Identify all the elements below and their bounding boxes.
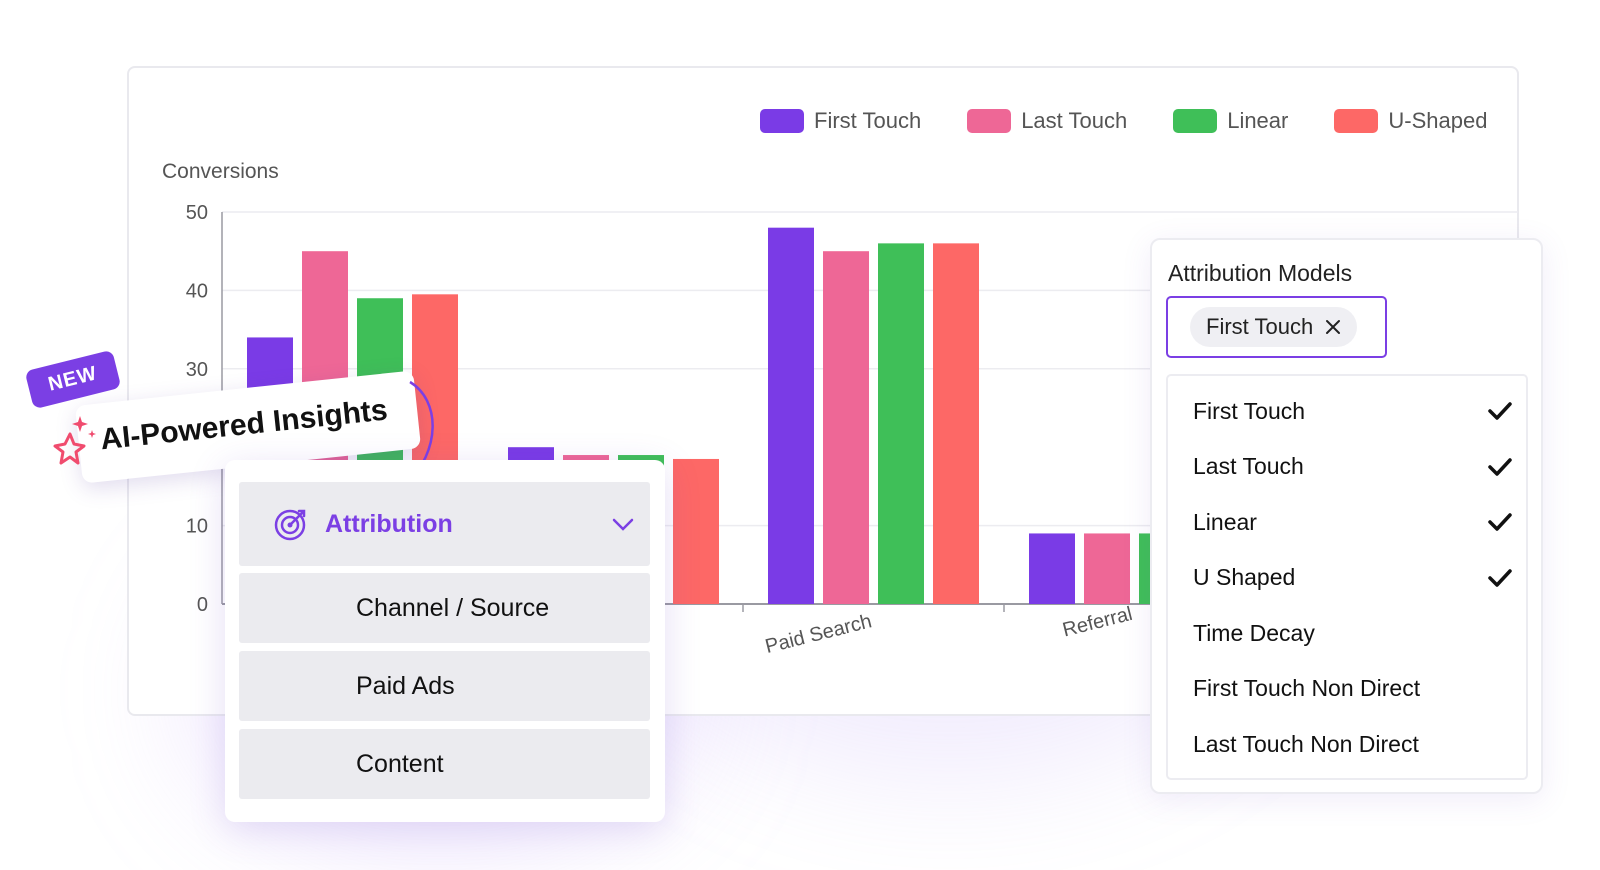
bar-last-touch [1084,533,1130,604]
model-option-label: Time Decay [1193,619,1315,646]
target-icon [274,509,306,541]
legend-swatch [1334,109,1379,133]
legend-item-u-shaped[interactable]: U-Shaped [1334,108,1487,134]
bar-linear [878,243,924,605]
legend-label: U-Shaped [1388,108,1488,133]
bar-u-shaped [673,458,719,604]
attribution-models-title: Attribution Models [1168,260,1353,286]
menu-item-label: Channel / Source [356,593,550,622]
model-option-label: First Touch [1193,397,1306,424]
model-option[interactable]: Linear [1193,507,1513,537]
menu-item-content[interactable]: Content [239,729,650,799]
model-option-label: Last Touch Non Direct [1193,730,1419,757]
bar-last-touch [823,251,869,604]
bar-u-shaped [933,243,979,605]
menu-item-label: Content [356,749,444,778]
sparkle-icon [53,416,96,465]
attribution-menu: Attribution Channel / Source Paid Ads Co… [225,460,665,822]
menu-item-paid-ads[interactable]: Paid Ads [239,651,650,721]
models-select-input[interactable]: First Touch [1166,296,1387,358]
menu-item-channel-source[interactable]: Channel / Source [239,573,650,643]
chip-label: First Touch [1206,314,1314,339]
model-option[interactable]: Last Touch [1193,452,1513,482]
legend-item-first-touch[interactable]: First Touch [760,108,921,134]
model-option-label: First Touch Non Direct [1193,675,1421,701]
x-category-label: Referral [1060,603,1134,642]
bar-first-touch [768,227,814,604]
model-option[interactable]: U Shaped [1193,563,1513,593]
ai-insights-title: AI-Powered Insights [98,393,390,457]
legend-label: Linear [1227,108,1289,133]
checkmark-icon [1488,457,1512,476]
model-option-label: U Shaped [1193,564,1296,590]
selected-model-chip: First Touch [1190,307,1358,347]
bar-first-touch [1029,533,1075,604]
model-option-label: Linear [1193,508,1257,535]
chart-legend: First Touch Last Touch Linear U-Shaped [760,108,1533,134]
model-option[interactable]: First Touch Non Direct [1193,674,1513,704]
model-option[interactable]: Last Touch Non Direct [1193,729,1513,759]
model-option[interactable]: First Touch [1193,396,1513,426]
menu-item-label: Paid Ads [356,671,455,700]
legend-label: Last Touch [1021,108,1128,133]
y-axis-title: Conversions [162,160,279,183]
y-tick-label: 50 [186,202,208,224]
attribution-models-panel: Attribution Models First Touch First Tou… [1150,238,1543,794]
model-option-label: Last Touch [1193,453,1304,479]
attribution-menu-label: Attribution [325,509,453,538]
attribution-menu-header[interactable]: Attribution [239,482,650,566]
legend-swatch [967,109,1012,133]
legend-item-linear[interactable]: Linear [1173,108,1288,134]
legend-item-last-touch[interactable]: Last Touch [967,108,1127,134]
checkmark-icon [1488,402,1512,420]
y-tick-label: 10 [186,516,208,538]
chevron-down-icon [612,518,634,531]
y-tick-label: 40 [186,280,208,302]
close-icon[interactable] [1325,319,1341,335]
legend-swatch [760,109,804,133]
y-tick-label: 0 [197,594,208,616]
model-option[interactable]: Time Decay [1193,618,1513,648]
x-category-label: Paid Search [763,610,874,658]
legend-label: First Touch [814,108,922,133]
checkmark-icon [1488,568,1512,587]
legend-swatch [1173,109,1218,133]
checkmark-icon [1488,513,1512,531]
y-tick-label: 30 [186,359,208,381]
models-option-list: First Touch Last Touch Linear U Shaped Time … [1166,374,1528,780]
